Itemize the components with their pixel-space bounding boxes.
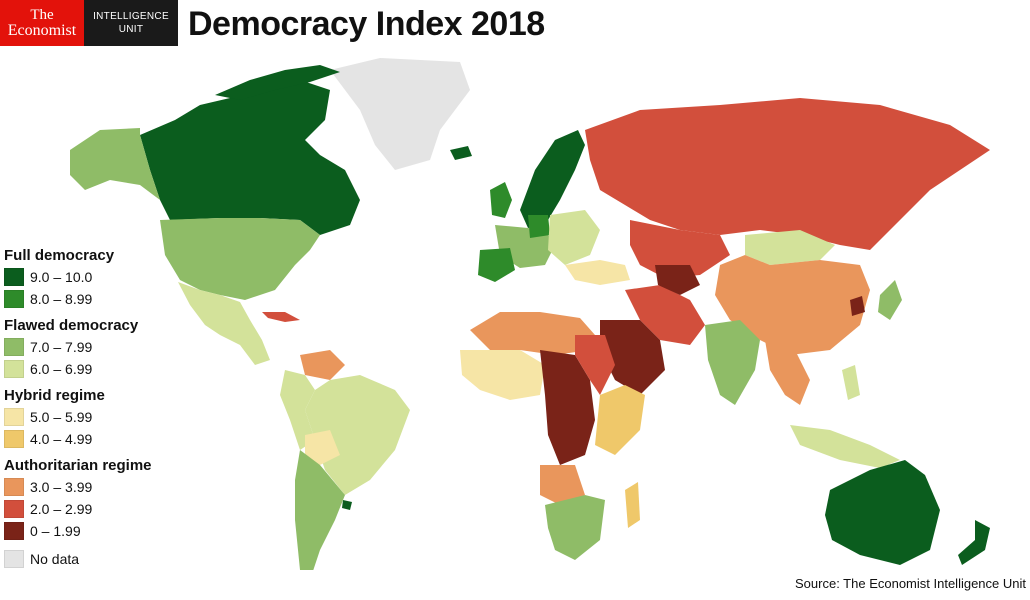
region-new-zealand (958, 520, 990, 565)
economist-logo: The Economist INTELLIGENCE UNIT (0, 0, 178, 46)
legend-heading: Flawed democracy (4, 317, 139, 334)
legend-item-no-data: No data (4, 548, 174, 570)
region-andes (280, 370, 315, 450)
legend-label: 7.0 – 7.99 (30, 339, 93, 355)
region-central-africa (540, 350, 595, 465)
legend-swatch (4, 268, 24, 286)
legend-item: 6.0 – 6.99 (4, 358, 174, 380)
eiu-wordmark: INTELLIGENCE UNIT (84, 0, 178, 46)
legend-item: 2.0 – 2.99 (4, 498, 174, 520)
region-iceland (450, 146, 472, 160)
region-sudan (575, 335, 615, 395)
region-mexico (178, 282, 270, 365)
region-usa (160, 218, 320, 300)
legend-swatch (4, 500, 24, 518)
legend-item: 3.0 – 3.99 (4, 476, 174, 498)
legend-item: 9.0 – 10.0 (4, 266, 174, 288)
legend-label: 6.0 – 6.99 (30, 361, 93, 377)
region-west-africa (460, 350, 545, 400)
legend-swatch (4, 478, 24, 496)
region-alaska (70, 128, 160, 200)
region-north-korea (850, 296, 865, 316)
legend-label: 5.0 – 5.99 (30, 409, 93, 425)
legend-group-full-democracy: Full democracy 9.0 – 10.0 8.0 – 8.99 (4, 246, 174, 310)
region-philippines (842, 365, 860, 400)
legend-item: 7.0 – 7.99 (4, 336, 174, 358)
economist-wordmark: The Economist (0, 0, 84, 46)
source-note: Source: The Economist Intelligence Unit (795, 576, 1026, 591)
region-india (705, 320, 760, 405)
legend-group-flawed-democracy: Flawed democracy 7.0 – 7.99 6.0 – 6.99 (4, 316, 174, 380)
legend-heading: Full democracy (4, 247, 115, 264)
logo-line-2: Economist (7, 22, 77, 39)
legend: Full democracy 9.0 – 10.0 8.0 – 8.99 Fla… (4, 246, 174, 570)
legend-label: 9.0 – 10.0 (30, 269, 93, 285)
legend-heading: Authoritarian regime (4, 457, 152, 474)
legend-swatch (4, 290, 24, 308)
region-china (715, 255, 870, 355)
region-turkey (565, 260, 630, 285)
legend-label: 4.0 – 4.99 (30, 431, 93, 447)
eiu-line-2: UNIT (118, 24, 144, 35)
legend-swatch (4, 430, 24, 448)
region-bolivia (305, 430, 340, 465)
region-east-africa (595, 385, 645, 455)
legend-label: 2.0 – 2.99 (30, 501, 93, 517)
region-central-asia (630, 220, 730, 278)
legend-item: 0 – 1.99 (4, 520, 174, 542)
region-germany (528, 215, 550, 238)
legend-label: 8.0 – 8.99 (30, 291, 93, 307)
region-middle-east (625, 285, 705, 345)
region-argentina (295, 450, 345, 570)
region-canada (140, 80, 360, 235)
legend-label: 0 – 1.99 (30, 523, 81, 539)
legend-item: 4.0 – 4.99 (4, 428, 174, 450)
legend-swatch (4, 360, 24, 378)
legend-swatch (4, 338, 24, 356)
legend-label: No data (30, 551, 80, 567)
region-venezuela (300, 350, 345, 380)
legend-swatch (4, 550, 24, 568)
region-arctic-islands (215, 65, 340, 100)
region-japan (878, 280, 902, 320)
legend-label: 3.0 – 3.99 (30, 479, 93, 495)
region-mongolia (745, 230, 835, 265)
legend-heading: Hybrid regime (4, 387, 105, 404)
map-title: Democracy Index 2018 (188, 5, 545, 43)
region-scandinavia (520, 130, 585, 228)
region-uruguay (342, 500, 352, 510)
region-uk (490, 182, 512, 218)
region-brazil (305, 375, 410, 495)
legend-swatch (4, 522, 24, 540)
region-caribbean (262, 312, 300, 322)
region-north-africa (470, 312, 595, 355)
region-australia (825, 460, 940, 565)
region-russia (585, 98, 990, 250)
region-madagascar (625, 482, 640, 528)
legend-group-hybrid-regime: Hybrid regime 5.0 – 5.99 4.0 – 4.99 (4, 386, 174, 450)
region-afghanistan (655, 265, 700, 295)
region-indonesia (790, 425, 900, 468)
region-southeast-asia (765, 340, 810, 405)
region-angola (540, 465, 585, 505)
world-map (70, 58, 990, 570)
region-southern-africa (545, 495, 605, 560)
region-arabia (600, 320, 665, 395)
logo-line-1: The (30, 7, 54, 23)
legend-group-authoritarian-regime: Authoritarian regime 3.0 – 3.99 2.0 – 2.… (4, 456, 174, 542)
legend-item: 8.0 – 8.99 (4, 288, 174, 310)
legend-item: 5.0 – 5.99 (4, 406, 174, 428)
region-greenland (330, 58, 470, 170)
legend-swatch (4, 408, 24, 426)
region-eastern-europe (548, 210, 600, 265)
region-iberia (478, 248, 515, 282)
eiu-line-1: INTELLIGENCE (93, 11, 169, 22)
